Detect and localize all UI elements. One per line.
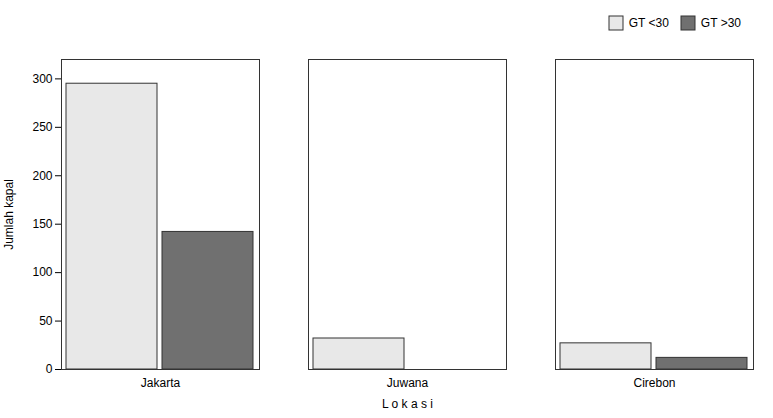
svg-text:0: 0 [46, 362, 53, 376]
svg-text:50: 50 [39, 314, 53, 328]
html-text:GT <30: GT <30 [628, 15, 669, 30]
svg-text:Juwana: Juwana [387, 376, 429, 390]
svg-text:Cirebon: Cirebon [633, 376, 675, 390]
svg-text:Jumlah kapal: Jumlah kapal [2, 179, 16, 250]
svg-text:Jakarta: Jakarta [141, 376, 181, 390]
svg-text:250: 250 [32, 120, 52, 134]
svg-text:L o k a s i: L o k a s i [382, 397, 433, 411]
svg-text:100: 100 [32, 265, 52, 279]
svg-text:300: 300 [32, 72, 52, 86]
html-text:GT >30: GT >30 [700, 15, 741, 30]
svg-text:200: 200 [32, 169, 52, 183]
svg-text:150: 150 [32, 217, 52, 231]
